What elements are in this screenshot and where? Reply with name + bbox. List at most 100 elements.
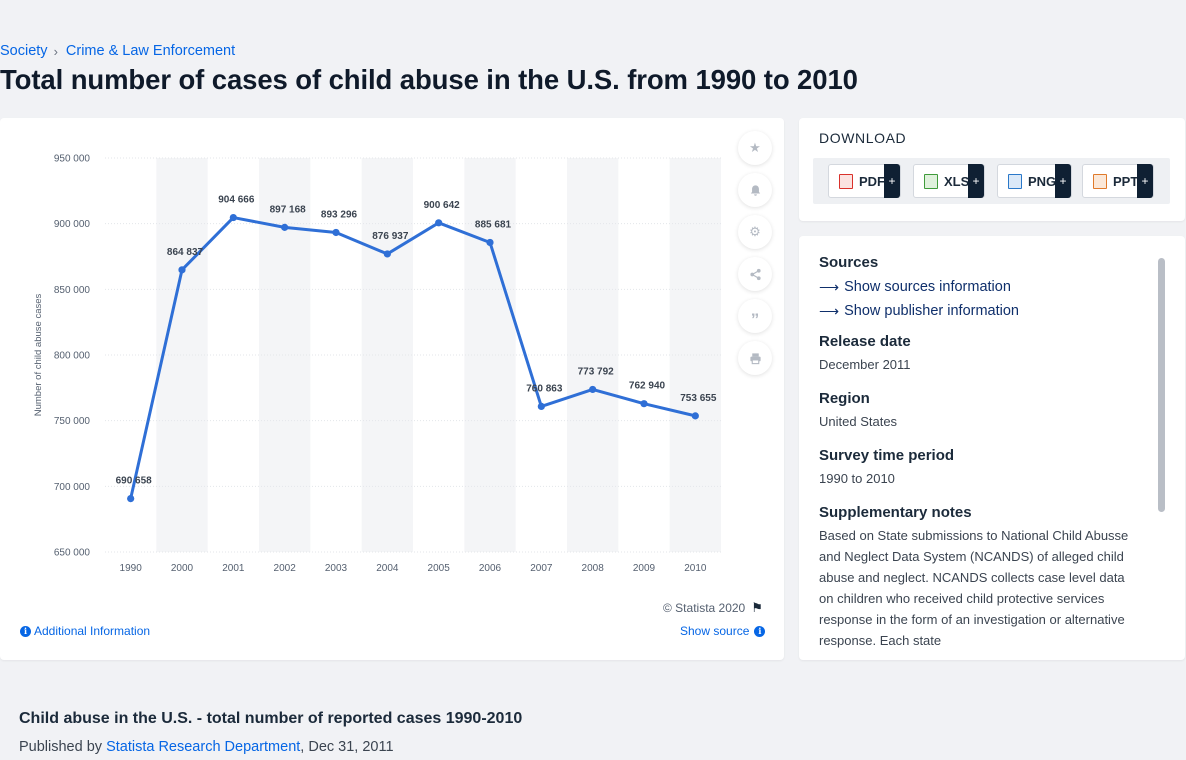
flag-icon[interactable]: ⚑	[751, 600, 763, 615]
y-tick-label: 950 000	[54, 154, 91, 165]
published-date: , Dec 31, 2011	[300, 739, 394, 755]
download-pdf-button[interactable]: PDF +	[828, 164, 901, 198]
data-label: 900 642	[424, 200, 461, 211]
data-point[interactable]	[332, 228, 340, 237]
details-scrollbar[interactable]	[1158, 258, 1165, 640]
plus-icon: +	[1137, 164, 1153, 198]
gear-icon: ⚙	[749, 224, 761, 239]
copyright-note: © Statista 2020 ⚑	[663, 600, 763, 616]
pdf-file-icon	[839, 173, 853, 189]
y-tick-label: 850 000	[54, 285, 91, 296]
data-point[interactable]	[589, 385, 597, 394]
release-value: December 2011	[819, 357, 911, 372]
arrow-right-icon: ⟶	[819, 302, 840, 319]
copyright-text: © Statista 2020	[663, 601, 746, 615]
x-tick-label: 2010	[684, 563, 707, 574]
survey-heading: Survey time period	[819, 447, 955, 464]
download-card: DOWNLOAD PDF + XLS + PNG + PPT +	[799, 118, 1185, 221]
print-button[interactable]	[738, 341, 772, 375]
arrow-right-icon: ⟶	[819, 278, 840, 295]
data-label: 690 658	[116, 476, 153, 487]
details-card: Sources ⟶ Show sources information ⟶ Sho…	[799, 236, 1185, 660]
additional-info-label: Additional Information	[34, 624, 151, 638]
download-xls-button[interactable]: XLS +	[913, 164, 985, 198]
chevron-right-icon: ›	[53, 43, 58, 59]
share-icon	[749, 268, 761, 280]
top-bar	[0, 0, 1186, 38]
data-label: 876 937	[372, 231, 409, 242]
data-point[interactable]	[178, 266, 186, 274]
x-tick-label: 2009	[633, 563, 656, 574]
data-label: 904 666	[218, 195, 255, 206]
plus-icon: +	[1055, 164, 1071, 198]
column-band	[567, 158, 619, 552]
show-source-label: Show source	[680, 624, 750, 638]
notes-value: Based on State submissions to National C…	[819, 528, 1129, 648]
show-sources-link[interactable]: ⟶ Show sources information	[819, 275, 1139, 299]
ppt-file-icon	[1093, 173, 1107, 189]
data-point[interactable]	[127, 495, 135, 503]
settings-button[interactable]: ⚙	[738, 215, 772, 249]
data-point[interactable]	[640, 400, 648, 408]
additional-info-link[interactable]: i Additional Information	[20, 624, 150, 638]
download-ppt-button[interactable]: PPT +	[1082, 164, 1154, 198]
data-point[interactable]	[229, 213, 237, 222]
breadcrumb-society-link[interactable]: Society	[0, 43, 48, 59]
data-label: 753 655	[680, 393, 717, 404]
notification-button[interactable]	[738, 173, 772, 207]
region-section: Region United States	[819, 390, 1139, 432]
details-scroll-area[interactable]: Sources ⟶ Show sources information ⟶ Sho…	[819, 254, 1139, 654]
data-label: 864 837	[167, 247, 204, 258]
column-band	[669, 158, 721, 552]
download-png-button[interactable]: PNG +	[997, 164, 1072, 198]
x-tick-label: 2002	[274, 563, 297, 574]
y-tick-label: 650 000	[54, 548, 91, 559]
data-point[interactable]	[486, 238, 494, 247]
breadcrumb-crime-link[interactable]: Crime & Law Enforcement	[65, 43, 236, 59]
y-tick-label: 900 000	[54, 219, 91, 230]
bell-icon	[750, 184, 760, 196]
download-png-label: PNG	[1028, 173, 1057, 189]
png-file-icon	[1008, 173, 1022, 189]
share-button[interactable]	[738, 257, 772, 291]
series-line	[129, 216, 696, 499]
data-label: 897 168	[270, 204, 307, 215]
scrollbar-thumb[interactable]	[1158, 258, 1165, 512]
x-tick-label: 2005	[428, 563, 451, 574]
x-tick-label: 2007	[530, 563, 553, 574]
x-tick-label: 2006	[479, 563, 502, 574]
download-xls-label: XLS	[944, 173, 970, 189]
show-publisher-link[interactable]: ⟶ Show publisher information	[819, 299, 1139, 323]
data-point[interactable]	[435, 219, 443, 227]
data-label: 893 296	[321, 209, 358, 220]
y-axis-label: Number of child abuse cases	[33, 294, 44, 417]
data-point[interactable]	[383, 250, 391, 258]
publisher-link[interactable]: Statista Research Department	[106, 739, 301, 755]
favorite-button[interactable]: ★	[738, 131, 772, 165]
published-prefix: Published by	[19, 739, 103, 755]
x-tick-label: 2004	[376, 563, 399, 574]
line-chart: 650 000 700 000 750 000 800 000 850 000 900 0…	[33, 154, 721, 574]
x-tick-label: 1990	[120, 563, 143, 574]
region-value: United States	[819, 414, 898, 429]
release-section: Release date December 2011	[819, 333, 1139, 375]
y-tick-label: 700 000	[54, 482, 91, 493]
info-icon: i	[754, 625, 766, 637]
data-point[interactable]	[691, 412, 699, 420]
x-tick-label: 2008	[582, 563, 605, 574]
x-tick-label: 2000	[171, 563, 194, 574]
published-by: Published by Statista Research Departmen…	[19, 739, 394, 755]
download-buttons: PDF + XLS + PNG + PPT +	[813, 158, 1170, 204]
data-label: 885 681	[475, 219, 512, 230]
page-title: Total number of cases of child abuse in …	[0, 64, 858, 95]
download-pdf-label: PDF	[859, 173, 885, 189]
survey-value: 1990 to 2010	[819, 471, 895, 486]
cite-button[interactable]: ”	[738, 299, 772, 333]
xls-file-icon	[924, 173, 938, 189]
chart-toolbar: ★ ⚙ ”	[738, 131, 772, 383]
column-band	[259, 158, 311, 552]
data-point[interactable]	[537, 402, 545, 410]
show-source-link[interactable]: Show source i	[680, 624, 766, 638]
quote-icon: ”	[750, 309, 760, 329]
data-point[interactable]	[281, 223, 289, 231]
